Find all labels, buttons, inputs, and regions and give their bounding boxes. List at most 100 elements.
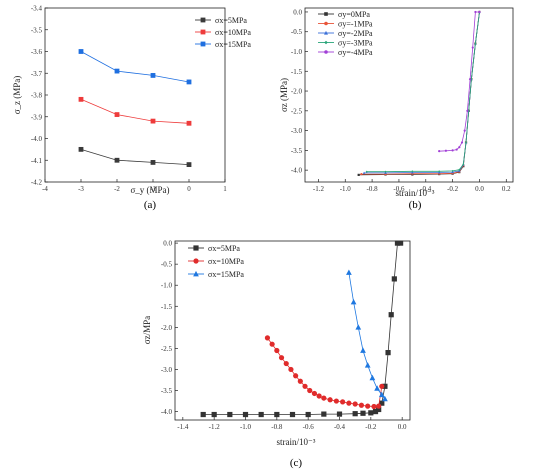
x-tick-label: -1.0 (240, 423, 252, 431)
plot-frame (174, 240, 411, 421)
data-point (350, 298, 357, 305)
y-tick-label: -3.5 (291, 147, 303, 155)
data-point (391, 276, 397, 282)
data-point (274, 347, 280, 354)
data-point (360, 347, 366, 353)
series-line (361, 11, 480, 175)
x-tick-label: -0.6 (393, 185, 405, 193)
legend-marker (200, 17, 206, 23)
data-point (371, 403, 377, 410)
series-3 (78, 49, 192, 85)
data-point (283, 360, 289, 367)
data-point (463, 129, 466, 132)
data-point (211, 411, 217, 418)
data-point (360, 172, 363, 176)
y-tick-label: -1.0 (291, 48, 303, 56)
series-2 (78, 96, 192, 126)
data-point (455, 148, 458, 151)
data-point (438, 150, 441, 153)
x-tick-label: 0.0 (475, 185, 484, 193)
x-tick-label: -0.8 (271, 423, 283, 431)
data-point (378, 391, 385, 398)
data-point (376, 403, 382, 409)
panel-label: (c) (290, 457, 303, 469)
series-5 (438, 10, 481, 153)
y-tick-label: -0.5 (161, 261, 173, 269)
y-tick-label: -3.5 (161, 387, 173, 395)
y-tick-label: -1.5 (161, 303, 173, 311)
panel-label: (b) (409, 199, 422, 211)
y-tick-label: -3.0 (161, 366, 173, 374)
data-point (384, 170, 387, 173)
series-line (203, 242, 401, 415)
x-tick-label: -0.4 (334, 423, 346, 431)
data-point (114, 157, 120, 163)
series-3 (346, 269, 388, 402)
series-2 (360, 10, 481, 176)
y-tick-label: -3.8 (31, 92, 43, 100)
x-tick-label: -1 (150, 185, 156, 193)
y-axis-label: σz/MPa (142, 316, 152, 344)
data-point (458, 168, 461, 171)
series-line (80, 51, 190, 83)
data-point (78, 96, 84, 102)
series-1 (357, 10, 481, 176)
chart-b: -1.2 -1.0 -0.8 -0.6 -0.4 -0.2 0.0 0.2 -4.0 -3.5 -3… (279, 7, 514, 211)
data-point (364, 362, 371, 368)
legend-label: σy=-2MPa (338, 29, 373, 38)
data-point (362, 171, 366, 174)
x-tick-label: -1.4 (177, 423, 189, 431)
legend-label: σx=10MPa (208, 257, 244, 266)
data-point (358, 402, 365, 408)
data-point (394, 240, 401, 246)
x-tick-label: -1.2 (313, 185, 325, 193)
data-point (379, 400, 385, 406)
data-point (150, 118, 156, 124)
data-point (305, 411, 311, 418)
data-point (379, 383, 385, 389)
legend-label: σx=5MPa (208, 244, 240, 253)
data-point (352, 401, 358, 407)
chart-c: -1.4 -1.2 -1.0 -0.8 -0.6 -0.4 -0.2 0.0 -4.0 -3.5 -… (142, 240, 411, 469)
y-tick-label: -4.0 (291, 167, 303, 175)
legend-label: σy=0MPa (338, 10, 370, 19)
data-point (382, 395, 388, 402)
x-axis-label: strain/10⁻³ (277, 437, 316, 447)
data-point (346, 269, 352, 275)
data-point (460, 141, 464, 144)
data-point (388, 312, 394, 318)
x-tick-label: -4 (42, 185, 48, 193)
data-point (438, 170, 441, 173)
data-point (114, 112, 120, 117)
series-line (348, 272, 386, 400)
chart-a: -4 -3 -2 -1 0 1 -4.2 -4.1 -4.0 -3.9 -3.8 -3.7 -3.6 -3… (12, 5, 251, 212)
x-tick-label: 0 (187, 185, 191, 193)
data-point (474, 10, 477, 14)
legend-label: σy=-1MPa (338, 20, 373, 29)
legend-marker (200, 41, 206, 47)
y-tick-label: -3.5 (31, 26, 43, 34)
x-tick-label: -1.2 (209, 423, 221, 431)
data-point (333, 398, 339, 404)
y-tick-label: -0.5 (291, 28, 303, 36)
legend-marker (200, 29, 206, 35)
data-point (278, 355, 285, 361)
data-point (451, 169, 454, 173)
y-axis-label: σz (MPa) (279, 78, 289, 112)
legend-label: σx=10MPa (215, 28, 251, 37)
data-point (302, 383, 308, 389)
data-point (336, 411, 343, 417)
data-point (321, 411, 327, 417)
data-point (114, 68, 120, 74)
y-tick-label: 0.0 (163, 240, 172, 248)
data-point (470, 78, 473, 81)
x-tick-label: -0.8 (367, 185, 379, 193)
data-point (297, 378, 303, 384)
data-point (78, 49, 84, 54)
y-tick-label: -2.5 (161, 345, 173, 353)
legend-marker (324, 50, 328, 54)
data-point (462, 163, 465, 166)
legend-label: σy=-4MPa (338, 48, 373, 57)
y-tick-label: -3.0 (291, 127, 303, 135)
